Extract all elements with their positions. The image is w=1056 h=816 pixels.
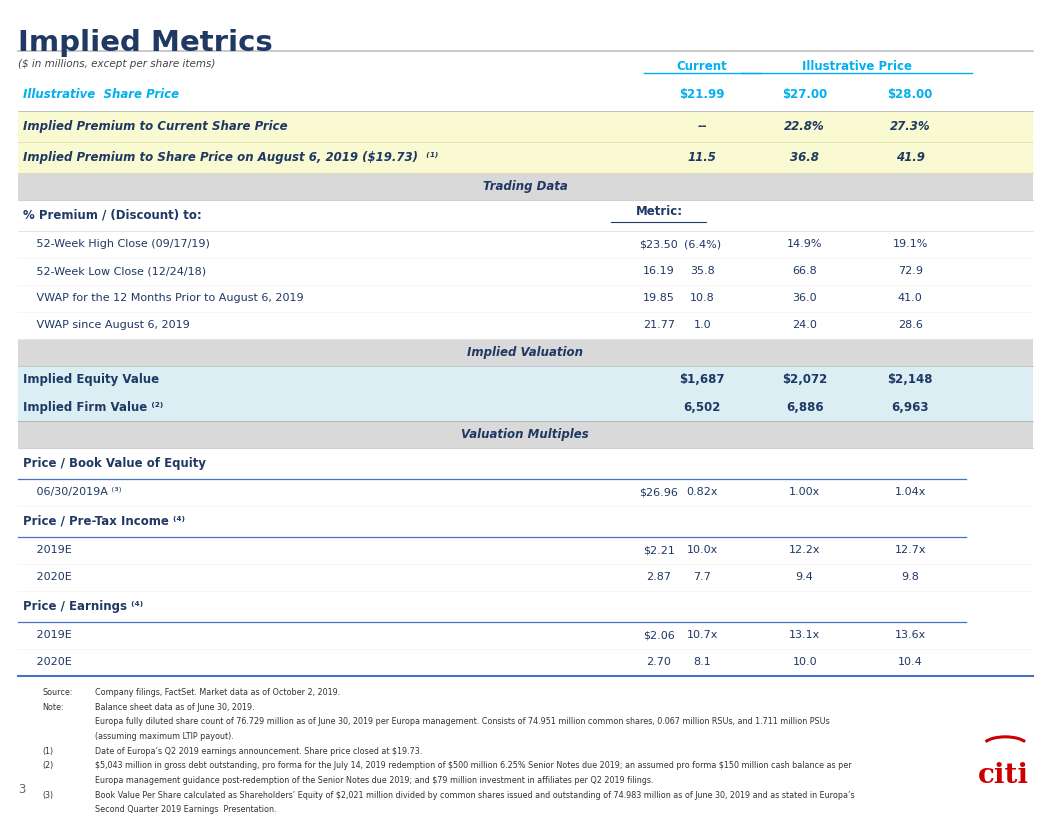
Text: Balance sheet data as of June 30, 2019.: Balance sheet data as of June 30, 2019. — [95, 703, 254, 712]
Text: 10.4: 10.4 — [898, 657, 923, 667]
Text: $2,072: $2,072 — [782, 373, 827, 386]
Text: $2.21: $2.21 — [643, 545, 675, 556]
Text: 06/30/2019A ⁽³⁾: 06/30/2019A ⁽³⁾ — [26, 487, 121, 498]
Text: Date of Europa’s Q2 2019 earnings announcement. Share price closed at $19.73.: Date of Europa’s Q2 2019 earnings announ… — [95, 747, 422, 756]
Text: 36.8: 36.8 — [790, 151, 819, 164]
Text: (3): (3) — [42, 791, 54, 800]
Text: 28.6: 28.6 — [898, 320, 923, 330]
Text: $21.99: $21.99 — [679, 88, 725, 101]
Text: Price / Pre-Tax Income ⁽⁴⁾: Price / Pre-Tax Income ⁽⁴⁾ — [23, 515, 185, 528]
Text: (assuming maximum LTIP payout).: (assuming maximum LTIP payout). — [95, 732, 233, 741]
Bar — [18, 339, 1033, 366]
Text: 14.9%: 14.9% — [787, 239, 823, 250]
Text: 35.8: 35.8 — [690, 266, 715, 277]
Text: 52-Week High Close (09/17/19): 52-Week High Close (09/17/19) — [26, 239, 210, 250]
Text: Valuation Multiples: Valuation Multiples — [461, 428, 589, 441]
Bar — [18, 173, 1033, 200]
Text: 2019E: 2019E — [26, 630, 72, 641]
Text: --: -- — [697, 120, 708, 133]
Text: (6.4%): (6.4%) — [683, 239, 721, 250]
Text: 0.82x: 0.82x — [686, 487, 718, 498]
Text: 6,963: 6,963 — [891, 401, 929, 414]
Text: 2020E: 2020E — [26, 657, 72, 667]
Text: Illustrative  Share Price: Illustrative Share Price — [23, 88, 180, 101]
Text: 19.85: 19.85 — [643, 293, 675, 304]
Text: $26.96: $26.96 — [640, 487, 678, 498]
Text: Implied Premium to Current Share Price: Implied Premium to Current Share Price — [23, 120, 288, 133]
Text: 13.6x: 13.6x — [894, 630, 926, 641]
Text: % Premium / (Discount) to:: % Premium / (Discount) to: — [23, 209, 202, 222]
Text: $23.50: $23.50 — [640, 239, 678, 250]
Text: 72.9: 72.9 — [898, 266, 923, 277]
Text: Trading Data: Trading Data — [483, 180, 568, 193]
Text: (2): (2) — [42, 761, 54, 770]
Text: 41.9: 41.9 — [895, 151, 925, 164]
Text: 2019E: 2019E — [26, 545, 72, 556]
Text: 2.87: 2.87 — [646, 572, 672, 583]
Text: Europa management guidance post-redemption of the Senior Notes due 2019; and $79: Europa management guidance post-redempti… — [95, 776, 654, 785]
Text: (1): (1) — [42, 747, 54, 756]
Text: $1,687: $1,687 — [679, 373, 725, 386]
Text: 22.8%: 22.8% — [785, 120, 825, 133]
Text: Illustrative Price: Illustrative Price — [803, 60, 912, 73]
Text: VWAP since August 6, 2019: VWAP since August 6, 2019 — [26, 320, 190, 330]
Text: 52-Week Low Close (12/24/18): 52-Week Low Close (12/24/18) — [26, 266, 207, 277]
Text: citi: citi — [978, 761, 1029, 789]
Bar — [18, 421, 1033, 448]
Text: Price / Book Value of Equity: Price / Book Value of Equity — [23, 457, 206, 470]
Text: Price / Earnings ⁽⁴⁾: Price / Earnings ⁽⁴⁾ — [23, 600, 144, 613]
Text: 7.7: 7.7 — [694, 572, 711, 583]
Text: 66.8: 66.8 — [792, 266, 817, 277]
Text: 10.0: 10.0 — [792, 657, 817, 667]
Text: Second Quarter 2019 Earnings  Presentation.: Second Quarter 2019 Earnings Presentatio… — [95, 805, 277, 814]
Text: Book Value Per Share calculated as Shareholders’ Equity of $2,021 million divide: Book Value Per Share calculated as Share… — [95, 791, 854, 800]
Text: 13.1x: 13.1x — [789, 630, 821, 641]
Text: $2.06: $2.06 — [643, 630, 675, 641]
Text: 36.0: 36.0 — [792, 293, 817, 304]
Text: 27.3%: 27.3% — [890, 120, 930, 133]
Text: Company filings, FactSet. Market data as of October 2, 2019.: Company filings, FactSet. Market data as… — [95, 688, 340, 697]
Text: 12.2x: 12.2x — [789, 545, 821, 556]
Text: Note:: Note: — [42, 703, 63, 712]
Text: ($ in millions, except per share items): ($ in millions, except per share items) — [18, 59, 215, 69]
Text: 9.8: 9.8 — [902, 572, 919, 583]
Text: 12.7x: 12.7x — [894, 545, 926, 556]
Text: 10.8: 10.8 — [690, 293, 715, 304]
Text: Source:: Source: — [42, 688, 73, 697]
Bar — [18, 142, 1033, 173]
Text: Implied Equity Value: Implied Equity Value — [23, 373, 159, 386]
Text: Implied Valuation: Implied Valuation — [468, 346, 583, 358]
Text: 19.1%: 19.1% — [892, 239, 928, 250]
Text: 10.0x: 10.0x — [686, 545, 718, 556]
Text: $5,043 million in gross debt outstanding, pro forma for the July 14, 2019 redemp: $5,043 million in gross debt outstanding… — [95, 761, 852, 770]
Text: 24.0: 24.0 — [792, 320, 817, 330]
Text: 3: 3 — [18, 783, 25, 796]
Text: 21.77: 21.77 — [643, 320, 675, 330]
Text: Implied Metrics: Implied Metrics — [18, 29, 272, 57]
Text: Metric:: Metric: — [636, 205, 682, 218]
Text: $27.00: $27.00 — [782, 88, 827, 101]
Text: 1.0: 1.0 — [694, 320, 711, 330]
Text: 6,502: 6,502 — [683, 401, 721, 414]
Bar — [18, 366, 1033, 421]
Text: 10.7x: 10.7x — [686, 630, 718, 641]
Text: 41.0: 41.0 — [898, 293, 923, 304]
Text: 6,886: 6,886 — [786, 401, 824, 414]
Text: 2020E: 2020E — [26, 572, 72, 583]
Text: Current: Current — [677, 60, 728, 73]
Text: VWAP for the 12 Months Prior to August 6, 2019: VWAP for the 12 Months Prior to August 6… — [26, 293, 304, 304]
Text: 1.00x: 1.00x — [789, 487, 821, 498]
Text: 9.4: 9.4 — [796, 572, 813, 583]
Bar — [18, 111, 1033, 142]
Text: Implied Premium to Share Price on August 6, 2019 ($19.73)  ⁽¹⁾: Implied Premium to Share Price on August… — [23, 151, 438, 164]
Text: 1.04x: 1.04x — [894, 487, 926, 498]
Text: $2,148: $2,148 — [887, 373, 934, 386]
Text: 8.1: 8.1 — [694, 657, 711, 667]
Text: Implied Firm Value ⁽²⁾: Implied Firm Value ⁽²⁾ — [23, 401, 164, 414]
Text: 2.70: 2.70 — [646, 657, 672, 667]
Text: 11.5: 11.5 — [687, 151, 717, 164]
Text: $28.00: $28.00 — [888, 88, 932, 101]
Text: Europa fully diluted share count of 76.729 million as of June 30, 2019 per Europ: Europa fully diluted share count of 76.7… — [95, 717, 830, 726]
Text: 16.19: 16.19 — [643, 266, 675, 277]
